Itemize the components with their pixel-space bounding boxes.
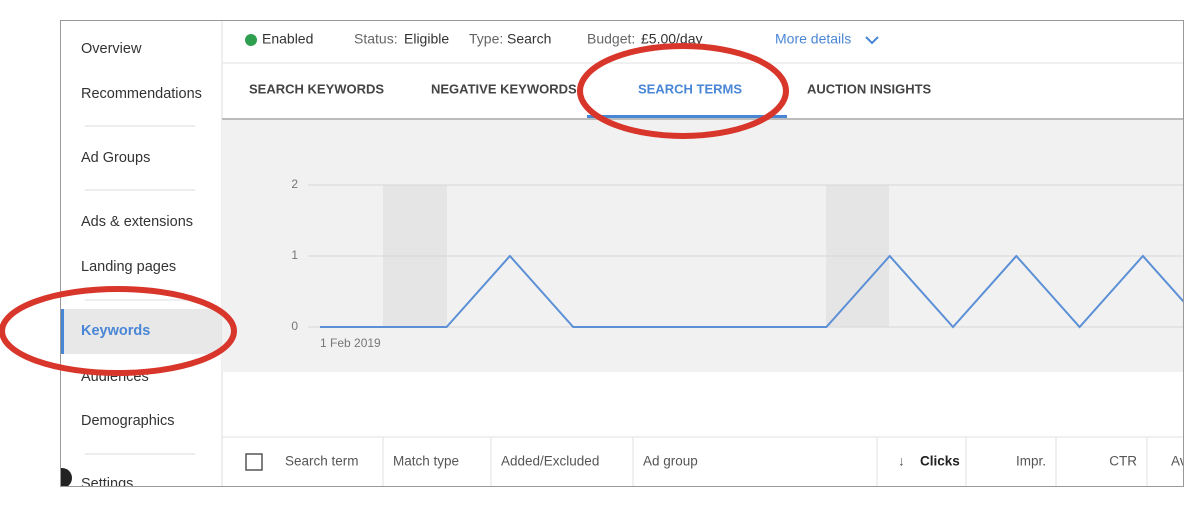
tab[interactable]: AUCTION INSIGHTS — [807, 81, 932, 96]
column-header[interactable]: Av — [1171, 454, 1187, 469]
tab[interactable]: NEGATIVE KEYWORDS — [431, 81, 577, 96]
active-item-bg — [62, 309, 222, 354]
checkbox[interactable] — [245, 453, 263, 471]
status-dot — [245, 34, 257, 46]
tab[interactable]: SEARCH TERMS — [638, 81, 742, 96]
status-budget-label: Budget: — [587, 31, 635, 47]
sidebar-item[interactable]: Landing pages — [81, 259, 176, 275]
sidebar — [61, 21, 222, 486]
x-tick-label: 1 Feb 2019 — [320, 336, 381, 350]
status-status: Enabled — [262, 31, 313, 47]
chevron-icon — [865, 36, 879, 45]
y-tick-label: 2 — [291, 177, 298, 191]
status-eligibility: Eligible — [404, 31, 449, 47]
column-header[interactable]: CTR — [1109, 454, 1137, 469]
sidebar-item[interactable]: Ads & extensions — [81, 214, 193, 230]
chart-area — [222, 120, 1183, 372]
sidebar-item[interactable]: Demographics — [81, 413, 175, 429]
status-budget: £5.00/day — [641, 31, 703, 47]
sidebar-item[interactable]: Keywords — [81, 323, 150, 339]
column-header[interactable]: Match type — [393, 454, 459, 469]
app-frame: ↓ Overview Recommendations Ad Groups Ads & … — [52, 21, 1187, 492]
y-tick-label: 0 — [291, 319, 298, 333]
column-header[interactable]: Impr. — [1016, 454, 1046, 469]
active-indicator — [61, 309, 64, 354]
y-tick-label: 1 — [291, 248, 298, 262]
column-header[interactable]: Added/Excluded — [501, 454, 599, 469]
column-header[interactable]: Clicks — [920, 454, 960, 469]
sidebar-item[interactable]: Settings — [81, 476, 133, 492]
status-more[interactable]: More details — [775, 31, 851, 47]
sort-icon: ↓ — [898, 454, 905, 469]
data-line — [320, 254, 1183, 329]
sidebar-item[interactable]: Ad Groups — [81, 150, 150, 166]
tab-underline — [587, 115, 787, 118]
status-eligibility-label: Status: — [354, 31, 398, 47]
tab[interactable]: SEARCH KEYWORDS — [249, 81, 384, 96]
highlight-circle — [577, 43, 789, 139]
status-type: Search — [507, 31, 551, 47]
column-header[interactable]: Ad group — [643, 454, 698, 469]
collapse-button[interactable] — [52, 468, 72, 488]
status-type-label: Type: — [469, 31, 503, 47]
highlight-circle — [0, 286, 237, 376]
column-header[interactable]: Search term — [285, 454, 359, 469]
sidebar-item[interactable]: Recommendations — [81, 86, 202, 102]
sidebar-item[interactable]: Overview — [81, 41, 142, 57]
frame-border — [60, 20, 1184, 487]
